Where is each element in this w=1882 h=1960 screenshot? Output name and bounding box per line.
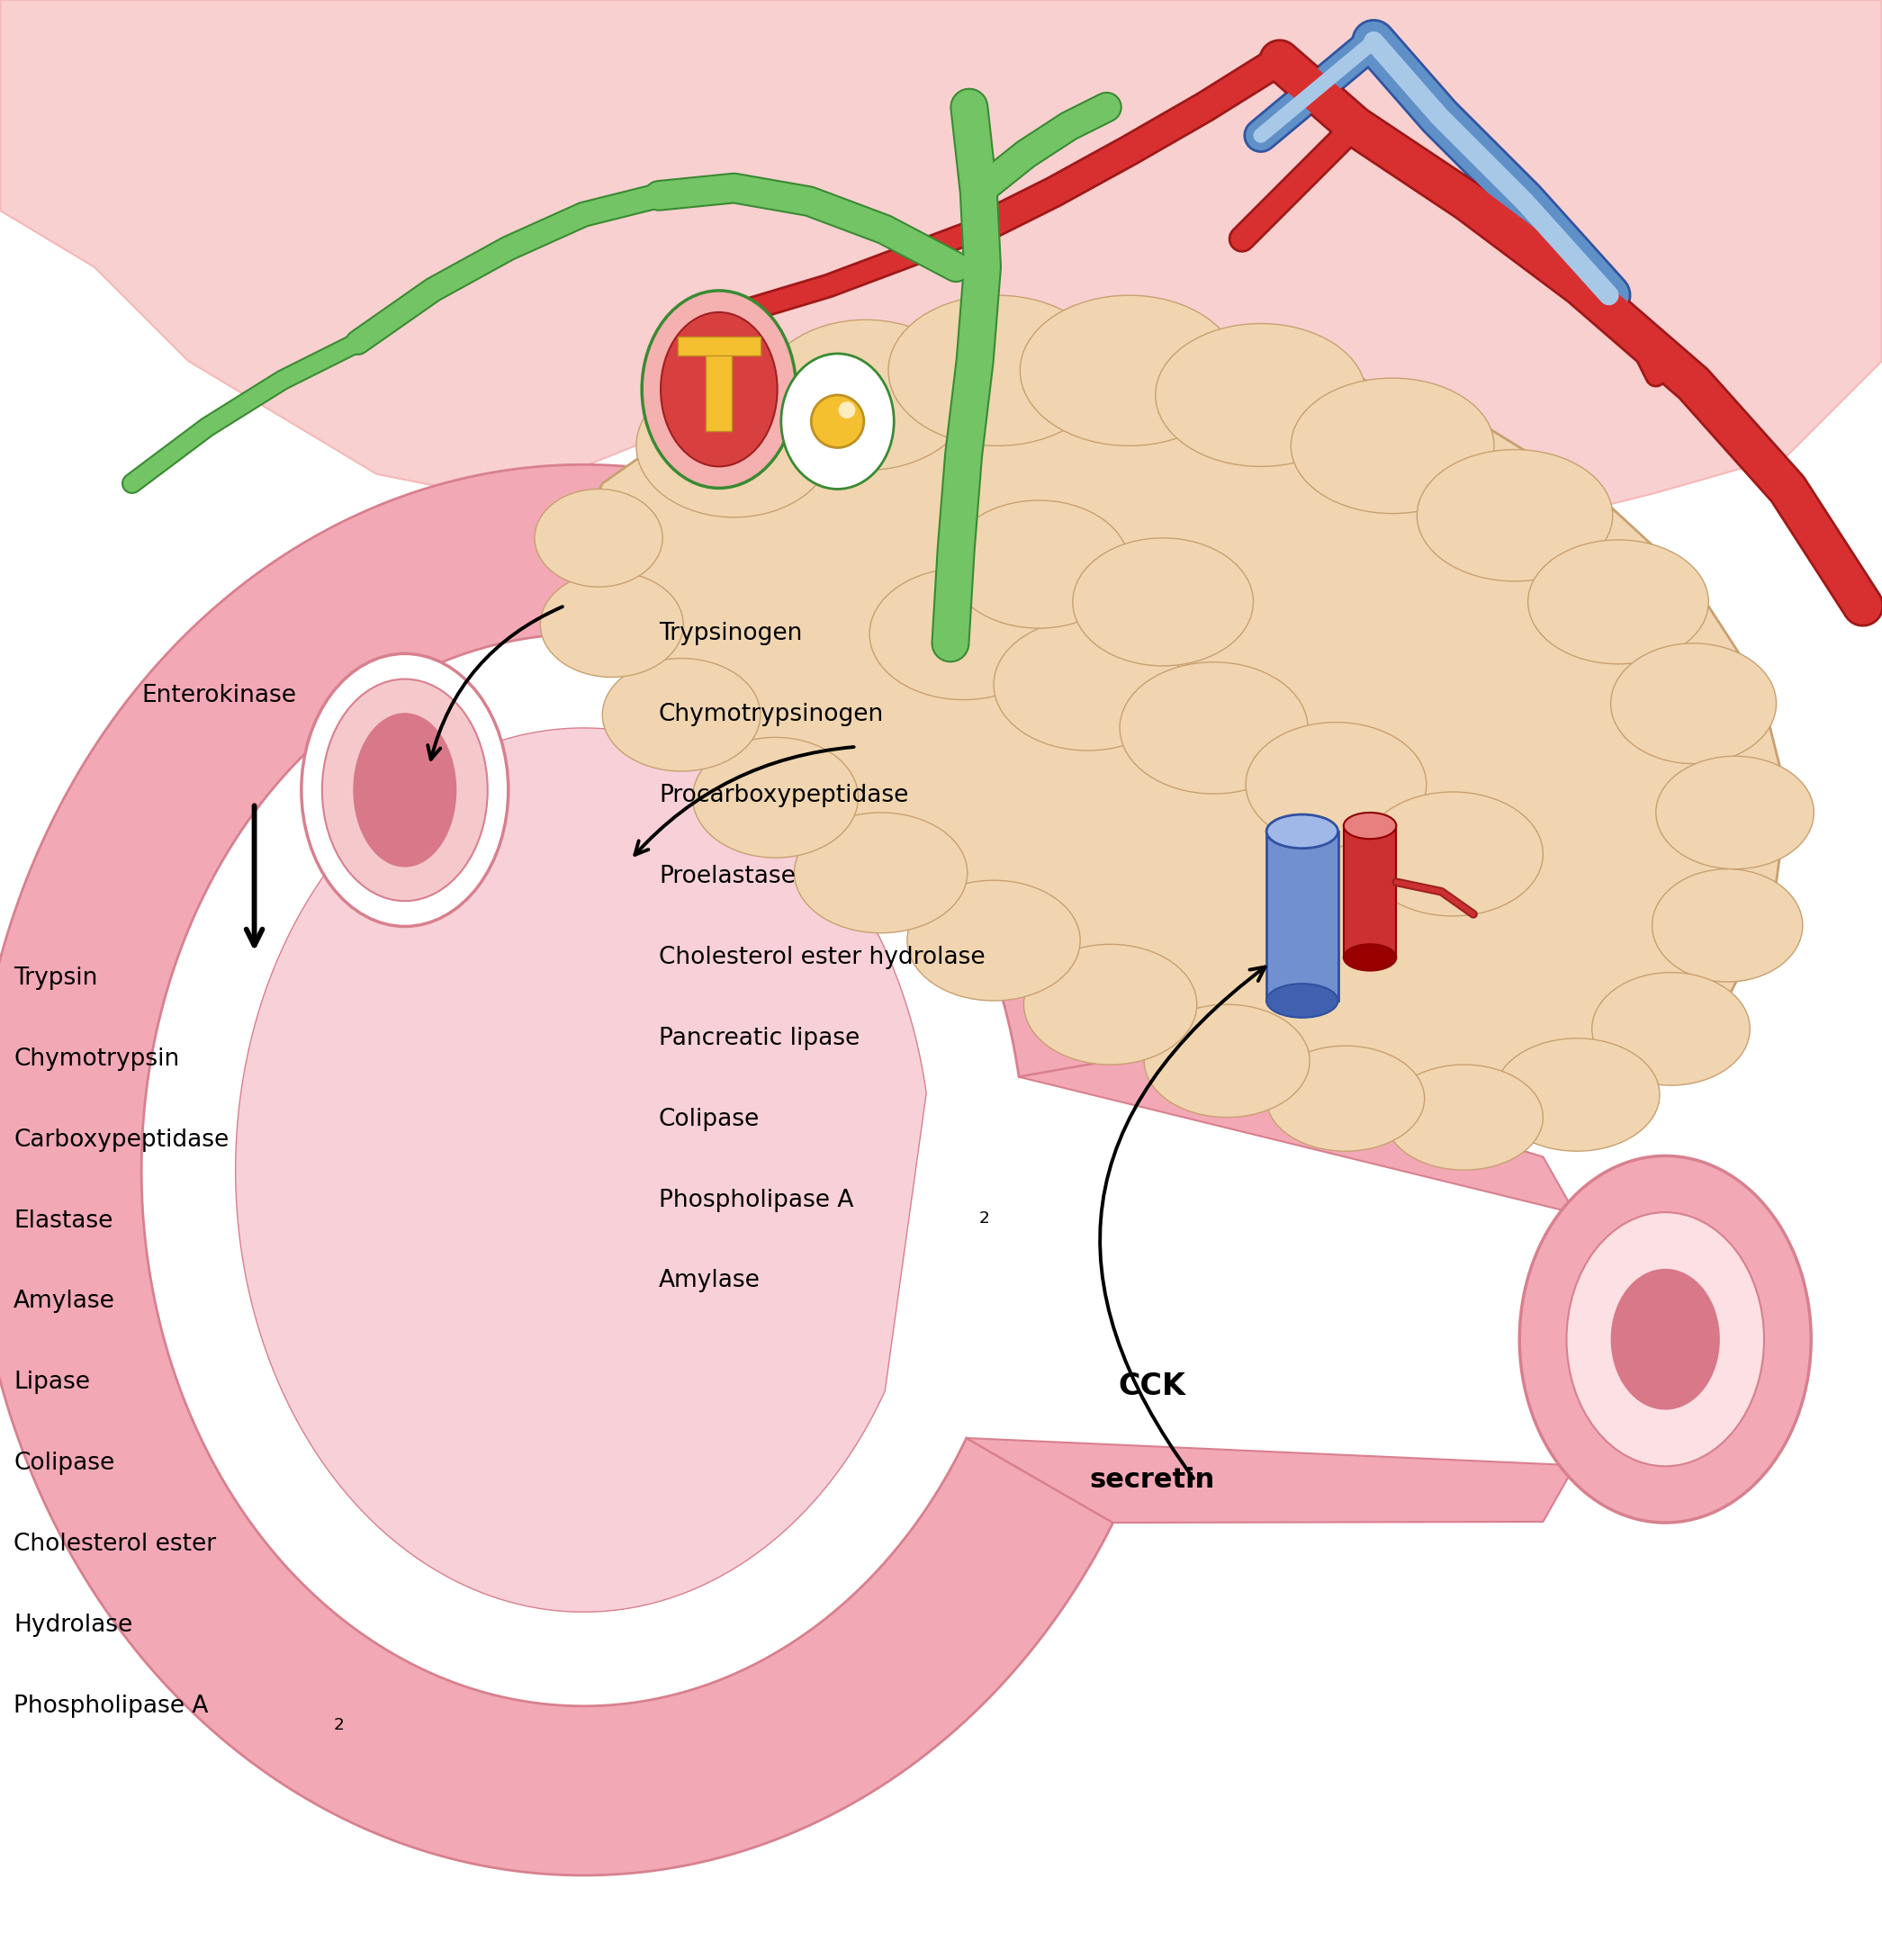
Text: 2: 2 bbox=[333, 1717, 344, 1733]
Polygon shape bbox=[574, 339, 1788, 1137]
Text: Amylase: Amylase bbox=[13, 1290, 115, 1313]
Ellipse shape bbox=[1363, 792, 1543, 915]
FancyArrowPatch shape bbox=[1099, 966, 1265, 1478]
Ellipse shape bbox=[1073, 537, 1253, 666]
Ellipse shape bbox=[1291, 378, 1494, 514]
Ellipse shape bbox=[888, 296, 1107, 445]
Ellipse shape bbox=[811, 396, 864, 447]
Ellipse shape bbox=[794, 813, 967, 933]
Text: Proelastase: Proelastase bbox=[659, 864, 796, 888]
Ellipse shape bbox=[1024, 945, 1197, 1064]
Text: Lipase: Lipase bbox=[13, 1370, 90, 1394]
Ellipse shape bbox=[636, 374, 832, 517]
Ellipse shape bbox=[534, 490, 662, 586]
Ellipse shape bbox=[1519, 1156, 1810, 1523]
Polygon shape bbox=[706, 337, 732, 431]
Text: Phospholipase A: Phospholipase A bbox=[659, 1188, 854, 1211]
Text: secretin: secretin bbox=[1090, 1468, 1214, 1494]
Ellipse shape bbox=[540, 572, 683, 676]
Ellipse shape bbox=[354, 713, 457, 866]
Ellipse shape bbox=[949, 500, 1129, 629]
Ellipse shape bbox=[907, 880, 1080, 1002]
Ellipse shape bbox=[1344, 945, 1396, 970]
Text: Phospholipase A: Phospholipase A bbox=[13, 1693, 209, 1717]
Ellipse shape bbox=[322, 678, 487, 902]
Text: Carboxypeptidase: Carboxypeptidase bbox=[13, 1129, 230, 1152]
Ellipse shape bbox=[642, 290, 796, 488]
Polygon shape bbox=[235, 727, 926, 1611]
Ellipse shape bbox=[1417, 449, 1613, 582]
Polygon shape bbox=[1344, 825, 1396, 956]
Ellipse shape bbox=[1156, 323, 1366, 466]
Text: Trypsinogen: Trypsinogen bbox=[659, 621, 802, 645]
Text: 2: 2 bbox=[979, 1211, 990, 1227]
Text: Procarboxypeptidase: Procarboxypeptidase bbox=[659, 784, 909, 808]
Text: Chymotrypsin: Chymotrypsin bbox=[13, 1047, 179, 1070]
Ellipse shape bbox=[693, 737, 858, 858]
Polygon shape bbox=[967, 1439, 1575, 1523]
Text: CCK: CCK bbox=[1118, 1372, 1186, 1401]
Polygon shape bbox=[0, 465, 1186, 1876]
Ellipse shape bbox=[1120, 662, 1308, 794]
Text: Enterokinase: Enterokinase bbox=[141, 684, 295, 708]
Ellipse shape bbox=[1385, 1064, 1543, 1170]
Ellipse shape bbox=[994, 619, 1182, 751]
Ellipse shape bbox=[1611, 1268, 1720, 1409]
Text: Pancreatic lipase: Pancreatic lipase bbox=[659, 1027, 860, 1051]
Ellipse shape bbox=[1592, 972, 1750, 1086]
Text: Cholesterol ester: Cholesterol ester bbox=[13, 1533, 216, 1556]
Ellipse shape bbox=[1566, 1213, 1763, 1466]
Ellipse shape bbox=[1144, 1004, 1310, 1117]
Ellipse shape bbox=[1267, 984, 1338, 1017]
Polygon shape bbox=[0, 0, 1882, 549]
Text: Chymotrypsinogen: Chymotrypsinogen bbox=[659, 704, 885, 727]
Ellipse shape bbox=[602, 659, 760, 770]
Ellipse shape bbox=[1267, 815, 1338, 849]
Ellipse shape bbox=[869, 568, 1058, 700]
Polygon shape bbox=[1267, 831, 1338, 1002]
Ellipse shape bbox=[1494, 1039, 1660, 1151]
Ellipse shape bbox=[301, 653, 508, 927]
Text: Amylase: Amylase bbox=[659, 1270, 760, 1294]
Ellipse shape bbox=[1528, 539, 1709, 664]
Ellipse shape bbox=[781, 353, 894, 490]
Ellipse shape bbox=[1344, 813, 1396, 839]
Polygon shape bbox=[678, 337, 760, 355]
Text: Elastase: Elastase bbox=[13, 1209, 113, 1233]
Ellipse shape bbox=[1246, 723, 1427, 847]
Ellipse shape bbox=[1656, 757, 1814, 868]
Ellipse shape bbox=[661, 312, 777, 466]
Ellipse shape bbox=[1267, 1047, 1425, 1151]
Text: Colipase: Colipase bbox=[659, 1107, 760, 1131]
Ellipse shape bbox=[839, 402, 856, 419]
Ellipse shape bbox=[1652, 868, 1803, 982]
Ellipse shape bbox=[760, 319, 971, 470]
Ellipse shape bbox=[1020, 296, 1238, 445]
Ellipse shape bbox=[1611, 643, 1777, 764]
Polygon shape bbox=[1018, 1047, 1575, 1213]
Text: Trypsin: Trypsin bbox=[13, 966, 98, 990]
Text: Colipase: Colipase bbox=[13, 1452, 115, 1476]
Text: Cholesterol ester hydrolase: Cholesterol ester hydrolase bbox=[659, 947, 984, 968]
Text: Hydrolase: Hydrolase bbox=[13, 1613, 132, 1637]
